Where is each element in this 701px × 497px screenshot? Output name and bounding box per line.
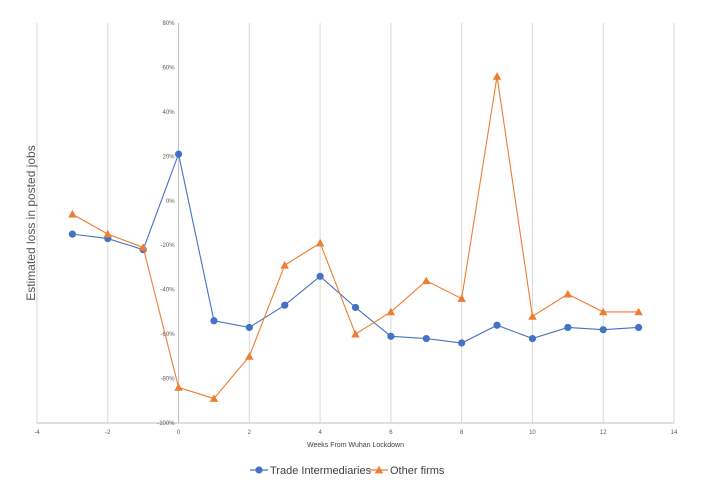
series-line: [72, 152, 639, 344]
series-layer: [68, 72, 643, 402]
data-point: [245, 323, 253, 332]
data-point: [564, 323, 572, 332]
legend-label: Trade Intermediaries: [270, 465, 372, 477]
data-point: [458, 339, 466, 347]
y-tick-label: 80%: [163, 21, 176, 27]
data-point: [68, 230, 76, 238]
data-point: [634, 307, 643, 316]
data-point: [174, 383, 183, 391]
y-tick-label: -80%: [161, 377, 176, 383]
y-tick-label: -20%: [161, 243, 176, 249]
y-tick-label: 40%: [163, 110, 176, 116]
data-point: [457, 294, 466, 302]
y-tick-label: -100%: [157, 421, 175, 427]
series-1: [68, 72, 643, 402]
data-point: [281, 301, 289, 309]
x-tick-label: 8: [460, 430, 464, 436]
data-point: [316, 272, 324, 280]
data-point: [138, 243, 148, 251]
x-tick-label: -2: [105, 430, 111, 436]
series-line: [72, 76, 639, 400]
y-axis-title: Estimated loss in posted jobs: [24, 145, 38, 300]
data-point: [492, 72, 502, 80]
x-tick-label: 14: [671, 430, 678, 436]
x-tick-label: 10: [529, 430, 536, 436]
data-point: [351, 303, 360, 312]
series-0: [68, 150, 643, 347]
data-point: [174, 150, 183, 158]
data-point: [599, 307, 608, 316]
x-tick-label: -4: [34, 430, 40, 436]
y-tick-label: 0%: [166, 199, 175, 205]
legend-item: Other firms: [370, 465, 445, 477]
legend-label: Other firms: [390, 465, 445, 477]
data-point: [387, 332, 395, 340]
y-tick-label: -60%: [161, 332, 176, 338]
x-axis-title: Weeks From Wuhan Lockdown: [307, 442, 404, 449]
data-point: [422, 334, 430, 343]
data-point: [635, 323, 643, 332]
x-tick-label: 12: [600, 430, 607, 436]
data-point: [209, 394, 219, 402]
data-point: [103, 229, 112, 238]
legend-item: Trade Intermediaries: [250, 465, 372, 477]
data-point: [210, 317, 218, 325]
x-tick-label: 0: [177, 430, 181, 436]
data-point: [68, 209, 77, 218]
y-tick-label: 20%: [163, 154, 176, 160]
legend-swatch-marker: [374, 465, 384, 474]
data-point: [528, 312, 537, 320]
x-tick-label: 2: [248, 430, 252, 436]
data-point: [422, 276, 431, 285]
grid: [36, 23, 675, 423]
data-point: [351, 329, 360, 338]
legend-swatch-marker: [255, 466, 263, 474]
data-point: [599, 326, 607, 334]
data-point: [386, 307, 396, 316]
x-tick-label: 4: [318, 430, 322, 436]
data-point: [315, 238, 325, 247]
y-tick-label: -40%: [161, 288, 176, 294]
data-point: [528, 334, 537, 343]
data-point: [563, 289, 573, 298]
y-tick-label: 60%: [163, 65, 176, 71]
axes: -4 -2 0 2 4 6 8 10 12 14 -100% -80% -60% -40% -20% 0% 20…: [34, 21, 678, 436]
legend: Trade Intermediaries Other firms: [250, 465, 445, 477]
data-point: [280, 261, 289, 269]
x-tick-label: 6: [389, 430, 393, 436]
data-point: [245, 352, 254, 360]
data-point: [493, 321, 501, 329]
